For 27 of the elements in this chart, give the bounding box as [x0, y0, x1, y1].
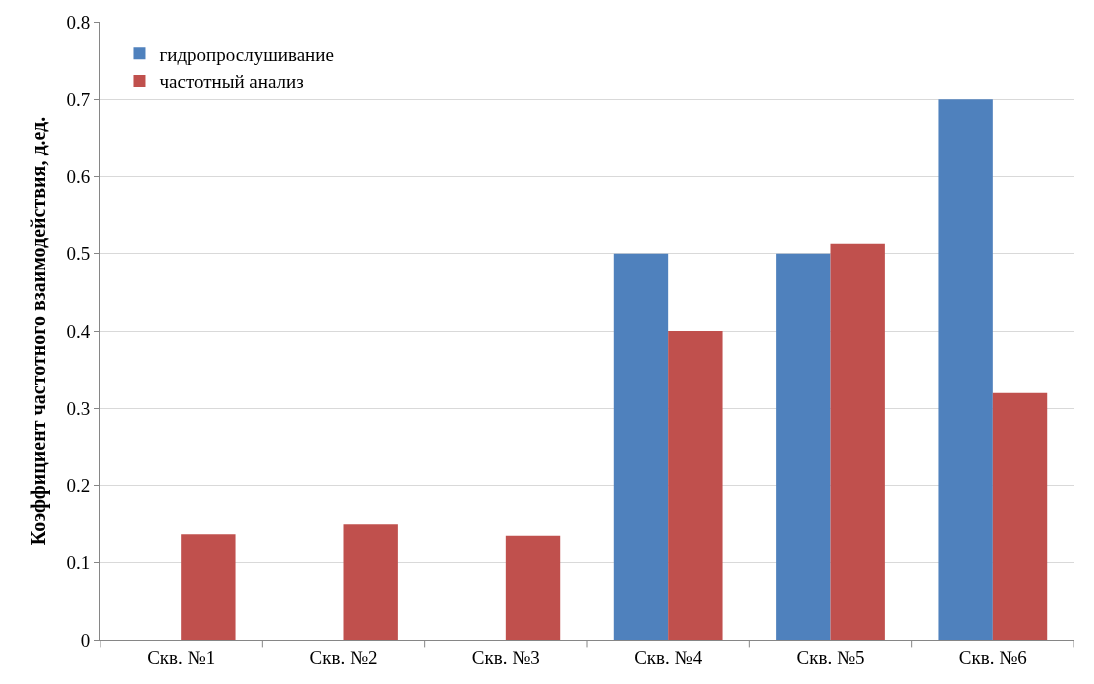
legend-label: частотный анализ — [159, 71, 304, 93]
bar — [830, 243, 885, 640]
y-tick-label: 0.2 — [66, 475, 91, 497]
x-tick-label: Скв. №4 — [634, 646, 703, 668]
y-tick-label: 0.3 — [66, 397, 91, 419]
y-tick-label: 0.6 — [66, 166, 91, 188]
bar — [181, 534, 236, 640]
x-tick-label: Скв. №6 — [958, 646, 1027, 668]
x-tick-label: Скв. №2 — [309, 646, 378, 668]
x-tick-label: Скв. №5 — [796, 646, 865, 668]
y-tick-label: 0.5 — [66, 243, 91, 265]
x-tick-label: Скв. №3 — [471, 646, 540, 668]
y-tick-label: 0.4 — [66, 320, 91, 342]
bar — [992, 392, 1048, 640]
y-axis-title: Коэффициент частотного взаимодействия, д.ед. — [26, 116, 50, 546]
bar — [938, 99, 993, 640]
legend-label: гидропрослушивание — [159, 43, 334, 65]
bar — [668, 331, 723, 640]
bar — [613, 253, 669, 640]
bar — [776, 253, 831, 640]
y-tick-label: 0.7 — [66, 88, 91, 110]
y-tick-label: 0.8 — [66, 11, 91, 33]
y-tick-label: 0 — [80, 629, 91, 651]
bar — [343, 524, 398, 640]
x-tick-label: Скв. №1 — [147, 646, 216, 668]
y-tick-label: 0.1 — [66, 552, 91, 574]
bar — [505, 535, 561, 640]
